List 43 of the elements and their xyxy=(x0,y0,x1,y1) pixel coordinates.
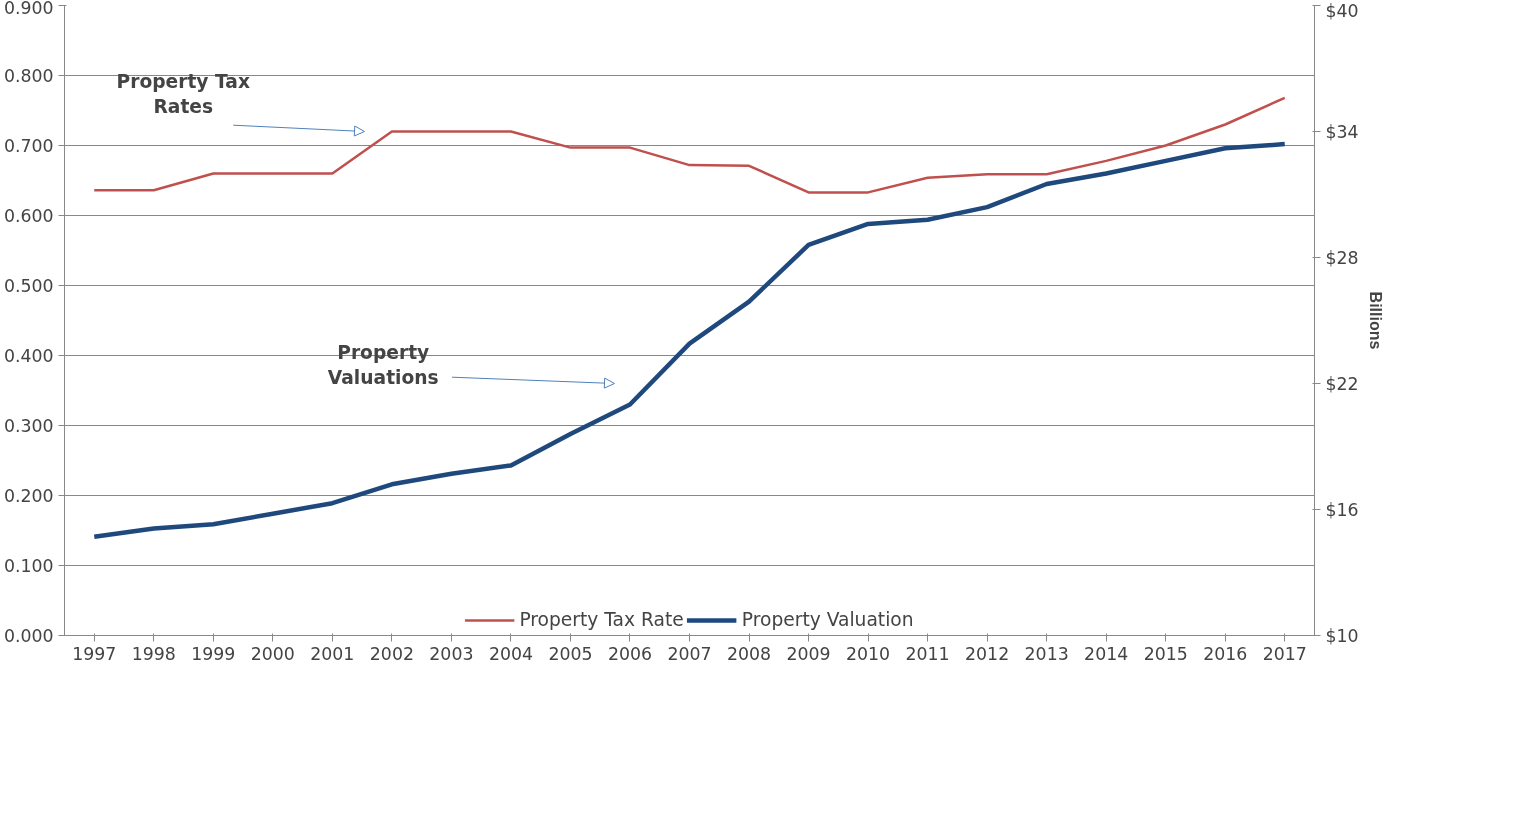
x-tick-label: 2005 xyxy=(548,643,593,664)
x-tick-label: 1998 xyxy=(131,643,176,664)
y-tick-label: 0.400 xyxy=(3,346,54,366)
x-tick-label: 2000 xyxy=(250,643,295,664)
y2-tick-label: $16 xyxy=(1325,499,1359,520)
x-tick-label: 2008 xyxy=(726,643,772,664)
y2-tick-label: $34 xyxy=(1325,121,1359,142)
x-tick-label: 1997 xyxy=(72,643,117,664)
x-tick-label: 1999 xyxy=(191,643,236,664)
x-tick-label: 2009 xyxy=(786,643,831,664)
x-tick-label: 2001 xyxy=(310,643,355,664)
y-tick-label: 0.700 xyxy=(3,136,54,156)
legend-label: Property Tax Rate xyxy=(519,609,684,630)
y-tick-label: 0.100 xyxy=(3,556,54,576)
line-series xyxy=(92,141,1287,540)
y2-tick-label: $22 xyxy=(1325,373,1359,394)
legend-label: Property Valuation xyxy=(741,609,914,630)
y-tick-label: 0.300 xyxy=(3,416,54,436)
y-tick-label: 0.900 xyxy=(3,0,54,18)
x-tick-label: 2002 xyxy=(369,643,414,664)
x-tick-label: 2014 xyxy=(1084,643,1129,664)
line-series xyxy=(93,96,1286,194)
y-tick-label: 0.500 xyxy=(3,276,54,296)
x-tick-label: 2011 xyxy=(905,643,950,664)
x-tick-label: 2017 xyxy=(1262,643,1307,664)
annotation: Property Tax Rates xyxy=(116,70,250,117)
x-tick-label: 2006 xyxy=(607,643,653,664)
x-tick-label: 2015 xyxy=(1143,643,1188,664)
y-tick-label: 0.000 xyxy=(3,626,54,646)
x-tick-label: 2012 xyxy=(965,643,1010,664)
y2-tick-label: $40 xyxy=(1325,0,1359,21)
y2-tick-label: $28 xyxy=(1325,247,1359,268)
x-tick-label: 2007 xyxy=(667,643,712,664)
x-tick-label: 2010 xyxy=(846,643,891,664)
x-tick-label: 2013 xyxy=(1024,643,1069,664)
y-tick-label: 0.200 xyxy=(3,486,54,506)
x-tick-label: 2003 xyxy=(429,643,474,664)
x-tick-label: 2004 xyxy=(488,643,533,664)
y-tick-label: 0.800 xyxy=(3,66,54,86)
y-tick-label: 0.600 xyxy=(3,206,54,226)
y2-axis-title: Billions xyxy=(1366,291,1384,350)
y2-tick-label: $10 xyxy=(1325,625,1359,646)
x-tick-label: 2016 xyxy=(1203,643,1248,664)
